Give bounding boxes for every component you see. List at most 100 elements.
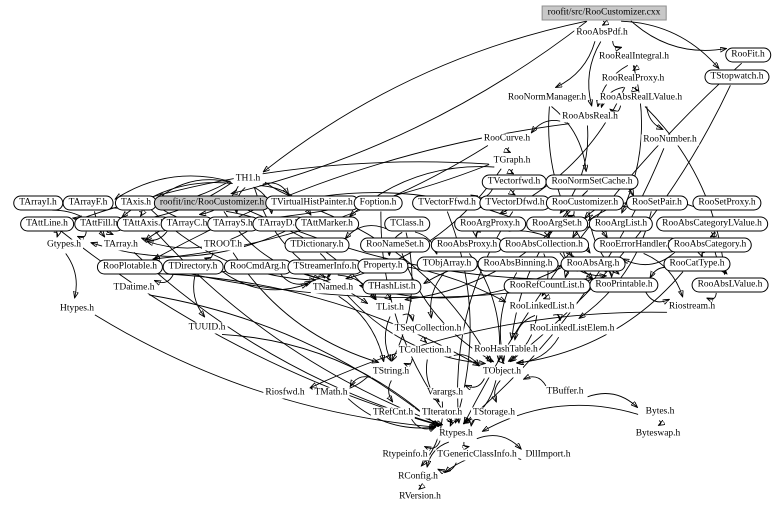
node-roocattype-h: RooCatType.h	[663, 256, 731, 272]
node-tmath-h: TMath.h	[312, 387, 350, 399]
edge-rconfig-h-to-rversion-h	[419, 485, 421, 489]
node-roocmdarg-h: RooCmdArg.h	[223, 259, 293, 275]
node-tstring-h: TString.h	[370, 366, 412, 378]
edge-roorefcountlist-h-to-roolinkedlist-h	[544, 294, 546, 298]
node-roohashtable-h: RooHashTable.h	[472, 344, 540, 356]
node-tvectordfwd-h: TVectorDfwd.h	[479, 195, 551, 211]
node-tobjarray-h: TObjArray.h	[416, 256, 478, 272]
edge-th1-h-to-taxis-h	[159, 179, 232, 198]
node-trefcnt-h: TRefCnt.h	[370, 407, 416, 419]
edge-rooplotable-h-to-tobject-h	[153, 273, 479, 366]
edge-roolinkedlistelem-h-to-tobject-h	[517, 336, 560, 363]
edge-tstring-h-to-tmath-h	[350, 376, 374, 387]
edge-rtypes-h-to-rconfig-h	[427, 441, 449, 467]
node-rtypes-h: Rtypes.h	[437, 428, 475, 440]
edge-rooargproxy-h-to-rooabsproxy-h	[476, 232, 482, 237]
edge-rooabspdf-h-to-roorealintegral-h	[612, 40, 622, 48]
edge-roocmdarg-h-to-tnamed-h	[279, 272, 311, 284]
edge-tstreamerinfo-h-to-tlist-h	[337, 274, 376, 299]
node-rooabscategorylvalue-h: RooAbsCategoryLValue.h	[656, 216, 768, 232]
node-property-h: Property.h	[357, 258, 409, 274]
edge-roohashtable-h-to-tobject-h	[502, 359, 504, 364]
node-roofit-inc-roocustomizer-h: roofit/inc/RooCustomizer.h	[153, 195, 271, 211]
edge-rooabsreallvalue-h-to-roonumber-h	[646, 106, 663, 129]
edge-tdirectory-h-to-tuuid-h	[193, 275, 205, 317]
edge-taxis-h-to-tattaxis-h	[139, 211, 142, 215]
node-roonormmanager-h: RooNormManager.h	[505, 92, 589, 104]
edge-trefcnt-h-to-rtypes-h	[411, 418, 436, 429]
node-riostream-h: Riostream.h	[666, 301, 718, 313]
edge-tclass-h-to-tdictionary-h	[346, 225, 387, 239]
node-rooargset-h: RooArgSet.h	[526, 216, 588, 232]
node-tdictionary-h: TDictionary.h	[284, 237, 350, 253]
edge-roofit-src-roocustomizer-cxx-to-roofit-inc-roocustomizer-h	[232, 20, 588, 193]
node-tstorage-h: TStorage.h	[471, 407, 517, 419]
edge-tarrayc-h-to-tarray-h	[142, 229, 169, 240]
edge-rtypes-h-to-rtypeinfo-h	[425, 440, 441, 449]
node-tdatime-h: TDatime.h	[111, 282, 157, 294]
node-tvectorffwd-h: TVectorFfwd.h	[412, 195, 482, 211]
node-roosetpair-h: RooSetPair.h	[626, 195, 688, 211]
node-tarray-h: TArray.h	[102, 239, 140, 251]
node-tdirectory-h: TDirectory.h	[162, 259, 224, 275]
edge-htypes-h-to-rtypes-h	[94, 314, 435, 427]
edge-rooabspdf-h-to-rooabsreal-h	[589, 41, 602, 106]
edge-tlist-h-to-tstring-h	[384, 316, 390, 361]
node-htypes-h: Htypes.h	[57, 303, 97, 315]
node-tclass-h: TClass.h	[384, 216, 430, 232]
node-tnamed-h: TNamed.h	[310, 282, 356, 294]
node-rooabsbinning-h: RooAbsBinning.h	[477, 256, 559, 272]
node-tvectorfwd-h: TVectorfwd.h	[481, 174, 547, 190]
node-tstopwatch-h: TStopwatch.h	[704, 69, 770, 85]
node-tcollection-h: TCollection.h	[396, 345, 454, 357]
node-dllimport-h: DllImport.h	[523, 449, 573, 461]
edge-roocustomizer-h-to-rooargset-h	[568, 211, 574, 216]
edge-rooabspdf-h-to-roonormmanager-h	[556, 41, 596, 87]
node-roofit-h: RooFit.h	[725, 47, 771, 63]
node-rooabscategory-h: RooAbsCategory.h	[667, 237, 753, 253]
edge-tobject-h-to-rtypes-h	[464, 380, 497, 423]
edge-tstring-h-to-trefcnt-h	[389, 380, 393, 402]
node-tobject-h: TObject.h	[480, 366, 524, 378]
edge-th1-h-to-tvirtualhistpainter-h	[262, 182, 288, 194]
edge-bytes-h-to-byteswap-h	[659, 421, 661, 426]
edge-tvectorfwd-h-to-tvectordfwd-h	[513, 190, 515, 194]
edge-riostream-h-to-riosfwd-h	[311, 311, 668, 387]
node-rooplotable-h: RooPlotable.h	[96, 259, 164, 275]
node-tvirtualhistpainter-h: TVirtualHistPainter.h	[265, 195, 359, 211]
node-thashlist-h: THashList.h	[362, 279, 422, 295]
node-th1-h: TH1.h	[233, 173, 263, 185]
node-varargs-h: Varargs.h	[425, 387, 465, 399]
node-roocustomizer-h: RooCustomizer.h	[545, 195, 625, 211]
edge-tgraph-h-to-tvectorfwd-h	[511, 169, 513, 173]
edge-roolinkedlist-h-to-roohashtable-h	[515, 314, 536, 339]
edge-titerator-h-to-rtypes-h	[447, 421, 451, 425]
edge-rooabslvalue-h-to-riostream-h	[707, 292, 717, 299]
edge-rooabscategory-h-to-roocattype-h	[702, 253, 705, 257]
edge-tbuffer-h-to-tobject-h	[524, 377, 547, 387]
node-tlist-h: TList.h	[374, 302, 406, 314]
edge-roofit-src-roocustomizer-cxx-to-tstopwatch-h	[621, 20, 719, 68]
node-roocurve-h: RooCurve.h	[481, 133, 533, 145]
edge-tarray-h-to-rtypes-h	[133, 251, 441, 425]
edge-rooprintable-h-to-riostream-h	[645, 291, 669, 302]
node-tgenericclassinfo-h: TGenericClassInfo.h	[435, 449, 519, 461]
edge-tobject-h-to-tstorage-h	[495, 380, 501, 402]
edge-roofit-src-roocustomizer-cxx-to-th1-h	[264, 20, 587, 172]
edge-tmath-h-to-rtypes-h	[347, 398, 435, 428]
node-tbuffer-h: TBuffer.h	[544, 386, 586, 398]
node-roolinkedlistelem-h: RooLinkedListElem.h	[527, 323, 617, 335]
node-rooabsreal-h: RooAbsReal.h	[560, 111, 620, 123]
edge-roorealintegral-h-to-roorealproxy-h	[633, 66, 635, 71]
edge-tuuid-h-to-rtypes-h	[221, 333, 438, 426]
edge-rooabscategorylvalue-h-to-rooabscategory-h	[711, 232, 713, 236]
node-taxis-h: TAxis.h	[114, 195, 158, 211]
edge-tstreamerinfo-h-to-tnamed-h	[327, 275, 330, 279]
edge-tstorage-h-to-rtypes-h	[471, 419, 481, 425]
edge-tseqcollection-h-to-tcollection-h	[425, 338, 427, 343]
edge-rooargset-h-to-rooabscollection-h	[549, 232, 552, 236]
node-rconfig-h: RConfig.h	[396, 471, 440, 483]
node-rooabscollection-h: RooAbsCollection.h	[499, 237, 589, 253]
edge-roonumber-h-to-rtypes-h	[464, 148, 665, 423]
edge-roolinkedlist-h-to-roolinkedlistelem-h	[552, 315, 560, 321]
